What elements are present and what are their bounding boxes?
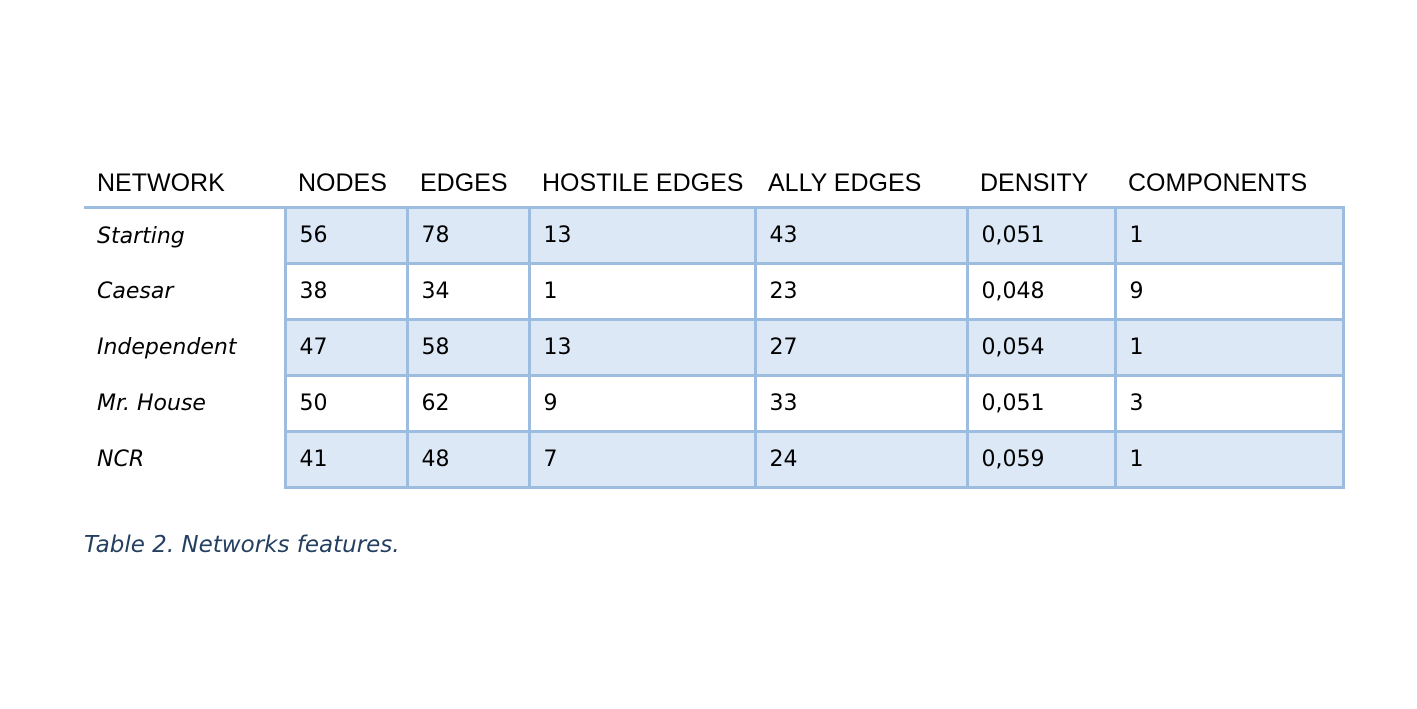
cell-nodes: 50 (283, 374, 409, 433)
cell-nodes: 38 (283, 262, 409, 321)
header-nodes: NODES (285, 160, 407, 209)
cell-density: 0,048 (965, 262, 1117, 321)
cell-edges: 48 (405, 430, 531, 489)
cell-hostile-edges: 1 (527, 262, 757, 321)
cell-edges: 34 (405, 262, 531, 321)
cell-edges: 58 (405, 318, 531, 377)
cell-ally-edges: 33 (753, 374, 969, 433)
cell-nodes: 47 (283, 318, 409, 377)
row-label: Mr. House (84, 375, 287, 432)
cell-density: 0,059 (965, 430, 1117, 489)
cell-hostile-edges: 9 (527, 374, 757, 433)
table-caption: Table 2. Networks features. (84, 532, 400, 558)
row-label: Independent (84, 319, 287, 376)
row-label: NCR (84, 431, 287, 488)
cell-components: 9 (1113, 262, 1345, 321)
header-components: COMPONENTS (1115, 160, 1343, 209)
cell-ally-edges: 43 (753, 206, 969, 265)
cell-components: 3 (1113, 374, 1345, 433)
header-network: NETWORK (84, 160, 285, 209)
table-row: Mr. House 50 62 9 33 0,051 3 (84, 374, 1345, 433)
cell-hostile-edges: 13 (527, 318, 757, 377)
cell-nodes: 56 (283, 206, 409, 265)
cell-ally-edges: 24 (753, 430, 969, 489)
cell-edges: 78 (405, 206, 531, 265)
cell-hostile-edges: 7 (527, 430, 757, 489)
cell-components: 1 (1113, 318, 1345, 377)
cell-components: 1 (1113, 430, 1345, 489)
cell-density: 0,051 (965, 206, 1117, 265)
row-label: Starting (84, 207, 287, 264)
table-row: Caesar 38 34 1 23 0,048 9 (84, 262, 1345, 321)
cell-nodes: 41 (283, 430, 409, 489)
cell-ally-edges: 27 (753, 318, 969, 377)
cell-hostile-edges: 13 (527, 206, 757, 265)
cell-density: 0,054 (965, 318, 1117, 377)
networks-table-container: NETWORK NODES EDGES HOSTILE EDGES ALLY E… (84, 160, 1345, 489)
table-row: Starting 56 78 13 43 0,051 1 (84, 206, 1345, 265)
header-ally-edges: ALLY EDGES (755, 160, 967, 209)
cell-components: 1 (1113, 206, 1345, 265)
header-hostile-edges: HOSTILE EDGES (529, 160, 755, 209)
table-row: Independent 47 58 13 27 0,054 1 (84, 318, 1345, 377)
table-row: NCR 41 48 7 24 0,059 1 (84, 430, 1345, 489)
header-edges: EDGES (407, 160, 529, 209)
row-label: Caesar (84, 263, 287, 320)
header-row: NETWORK NODES EDGES HOSTILE EDGES ALLY E… (84, 160, 1343, 209)
networks-features-table: NETWORK NODES EDGES HOSTILE EDGES ALLY E… (84, 160, 1345, 489)
cell-ally-edges: 23 (753, 262, 969, 321)
cell-edges: 62 (405, 374, 531, 433)
header-density: DENSITY (967, 160, 1115, 209)
cell-density: 0,051 (965, 374, 1117, 433)
